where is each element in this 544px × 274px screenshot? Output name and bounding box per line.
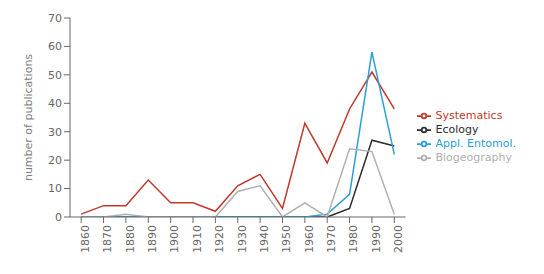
html-text:Biogeography: Biogeography	[435, 151, 512, 164]
svg-text:1910: 1910	[191, 225, 204, 253]
svg-text:1880: 1880	[124, 225, 137, 253]
svg-text:0: 0	[55, 211, 62, 224]
svg-text:1950: 1950	[280, 225, 293, 253]
svg-text:30: 30	[48, 126, 62, 139]
svg-text:1930: 1930	[236, 225, 249, 253]
svg-text:number of publications: number of publications	[22, 54, 35, 181]
svg-text:1980: 1980	[347, 225, 360, 253]
svg-text:1960: 1960	[303, 225, 316, 253]
svg-text:2000: 2000	[392, 225, 405, 253]
svg-text:10: 10	[48, 182, 62, 195]
svg-text:60: 60	[48, 40, 62, 53]
svg-text:70: 70	[48, 12, 62, 25]
svg-text:1860: 1860	[79, 225, 92, 253]
svg-text:1940: 1940	[258, 225, 271, 253]
svg-text:1870: 1870	[101, 225, 114, 253]
svg-text:1970: 1970	[325, 225, 338, 253]
svg-text:40: 40	[48, 97, 62, 110]
html-text:Appl. Entomol.: Appl. Entomol.	[435, 137, 516, 150]
svg-text:1920: 1920	[213, 225, 226, 253]
svg-text:1890: 1890	[146, 225, 159, 253]
svg-text:1900: 1900	[168, 225, 181, 253]
html-text:Systematics: Systematics	[435, 109, 503, 122]
svg-text:20: 20	[48, 154, 62, 167]
html-text:Ecology: Ecology	[435, 123, 479, 136]
svg-text:50: 50	[48, 69, 62, 82]
svg-text:1990: 1990	[370, 225, 383, 253]
